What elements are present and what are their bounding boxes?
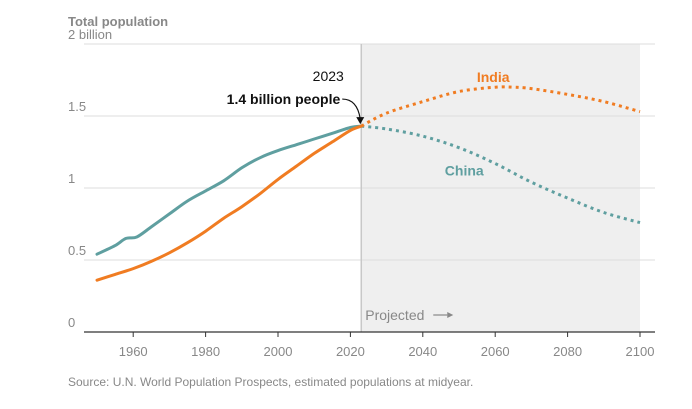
annotation-year: 2023 [313,68,344,84]
china-projected-line [361,124,641,225]
india-historical-line [95,124,363,282]
x-tick-label: 1960 [119,344,148,359]
y-tick-label: 1 [68,171,75,186]
gridlines [84,43,655,261]
annotation-label: 1.4 billion people [227,91,341,107]
india-projected-line [360,85,641,128]
x-tick-label: 2000 [264,344,293,359]
projected-arrow-icon [447,312,454,318]
india-series-label: India [477,69,510,85]
chart-title: Total population [68,14,168,29]
china-series-label: China [445,163,484,179]
china-historical-line [95,124,363,256]
projected-label: Projected [365,307,454,323]
y-tick-label: 1.5 [68,99,86,114]
annotation-arrow [342,98,361,120]
x-tick-label: 2020 [336,344,365,359]
annotation-arrowhead [356,117,365,125]
x-tick-label: 1980 [191,344,220,359]
source-note: Source: U.N. World Population Prospects,… [68,375,473,389]
y-tick-label: 0.5 [68,243,86,258]
x-tick-label: 2040 [408,344,437,359]
y-tick-label: 2 billion [68,27,112,42]
x-tick-label: 2100 [626,344,655,359]
x-tick-label: 2060 [481,344,510,359]
y-tick-label: 0 [68,315,75,330]
x-tick-label: 2080 [553,344,582,359]
y-axis-labels: 0 0.5 1 1.5 2 billion [68,27,112,330]
series-layer: China India [95,69,641,282]
projected-label-text: Projected [365,307,424,323]
x-axis: 1960 1980 2000 2020 2040 2060 2080 2100 [84,331,655,359]
